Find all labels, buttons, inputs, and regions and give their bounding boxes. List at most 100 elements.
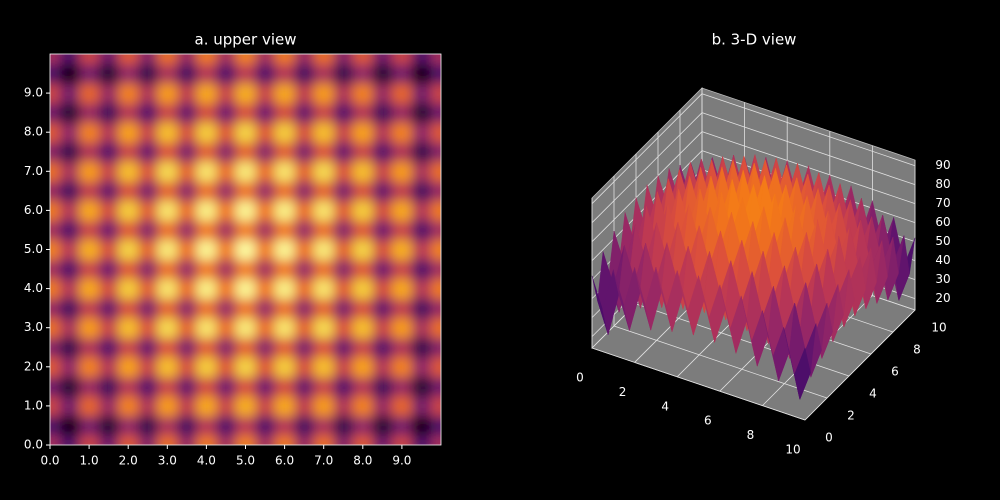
heatmap-cell [177, 102, 198, 123]
heatmap-cell [235, 54, 256, 65]
heatmap-cell [392, 141, 413, 163]
heatmap-cell [353, 141, 374, 163]
surface-patch [794, 347, 811, 401]
heatmap-cell [411, 239, 432, 260]
heatmap-cell [59, 63, 80, 84]
heatmap-cell [50, 376, 61, 397]
heatmap-cell [274, 102, 295, 123]
heatmap-cell [313, 278, 334, 299]
heatmap-cell [431, 357, 441, 378]
heatmap-cell [392, 357, 413, 378]
x-tick-label: 0 [576, 371, 584, 385]
heatmap-cell [137, 54, 159, 65]
heatmap-cell [411, 141, 432, 163]
heatmap-cell [372, 278, 393, 299]
heatmap-cell [392, 396, 413, 417]
heatmap-cell [157, 102, 178, 123]
heatmap-cell [98, 83, 119, 104]
heatmap-cell [431, 161, 441, 182]
heatmap-cell [333, 122, 354, 143]
z-tick-label: 60 [935, 215, 950, 229]
heatmap-cell [59, 317, 80, 338]
heatmap-cell [255, 259, 276, 280]
heatmap-cell [118, 298, 139, 319]
heatmap-cell [196, 122, 217, 143]
heatmap-cell [98, 220, 119, 241]
heatmap-cell [118, 415, 139, 436]
heatmap-cell [216, 415, 237, 436]
heatmap-cell [177, 435, 198, 445]
heatmap-cell [353, 181, 374, 202]
heatmap-cell [98, 298, 119, 319]
grid-line [591, 93, 703, 204]
heatmap-cell [294, 181, 315, 202]
x-tick-label: 4.0 [197, 454, 216, 468]
heatmap-cell [255, 181, 276, 202]
heatmap-cell [353, 102, 374, 123]
heatmap-cell [353, 83, 374, 104]
heatmap-cell [235, 415, 256, 436]
heatmap-cell [216, 102, 237, 123]
heatmap-cell [177, 278, 198, 299]
heatmap-cell [118, 278, 139, 299]
heatmap-cell [235, 220, 256, 241]
heatmap-cell [137, 63, 159, 84]
heatmap-cell [157, 220, 178, 241]
heatmap-cell [431, 122, 441, 143]
heatmap-cell [79, 239, 100, 260]
heatmap-cell [333, 298, 354, 319]
heatmap-cell [313, 220, 334, 241]
heatmap-cell [216, 298, 237, 319]
heatmap-cell [98, 259, 119, 280]
heatmap-cell [235, 102, 256, 123]
z-tick-label: 50 [935, 234, 950, 248]
heatmap-cell [50, 63, 61, 84]
heatmap-cell [431, 239, 441, 260]
heatmap-cell [118, 83, 139, 104]
heatmap-cell [137, 122, 159, 143]
heatmap-cell [372, 435, 393, 445]
heatmap-cell [411, 63, 432, 84]
heatmap-cell [98, 141, 119, 163]
heatmap-cell [59, 54, 80, 65]
heatmap-cell [333, 259, 354, 280]
heatmap-cell [235, 337, 256, 358]
heatmap-cell [137, 357, 159, 378]
grid-line [701, 112, 916, 186]
heatmap-cell [255, 376, 276, 397]
heatmap-cell [392, 376, 413, 397]
heatmap-cell [255, 415, 276, 436]
heatmap-cell [333, 376, 354, 397]
chart-title: a. upper view [195, 31, 297, 49]
heatmap-cell [235, 161, 256, 182]
heatmap-cell [313, 357, 334, 378]
heatmap-cell [294, 220, 315, 241]
heatmap-cell [157, 298, 178, 319]
heatmap-cell [274, 181, 295, 202]
heatmap-cell [157, 357, 178, 378]
heatmap-cell [353, 239, 374, 260]
heatmap-cell [79, 396, 100, 417]
heatmap-cell [392, 54, 413, 65]
heatmap-cell [216, 259, 237, 280]
heatmap-cell [79, 63, 100, 84]
heatmap-cell [372, 54, 393, 65]
heatmap-cell [118, 141, 139, 163]
heatmap-cell [216, 317, 237, 338]
heatmap-cell [353, 161, 374, 182]
heatmap-cell [157, 435, 178, 445]
heatmap-cell [98, 278, 119, 299]
heatmap-cell [274, 200, 295, 221]
heatmap-cell [392, 200, 413, 221]
heatmap-cell [274, 141, 295, 163]
heatmap-cell [411, 122, 432, 143]
heatmap-cell [137, 200, 159, 221]
heatmap-cell [118, 102, 139, 123]
heatmap-cell [59, 415, 80, 436]
heatmap-cell [50, 141, 61, 163]
heatmap-cell [411, 83, 432, 104]
heatmap-cell [372, 337, 393, 358]
heatmap-cell [98, 396, 119, 417]
heatmap-cell [157, 122, 178, 143]
heatmap-cell [294, 337, 315, 358]
